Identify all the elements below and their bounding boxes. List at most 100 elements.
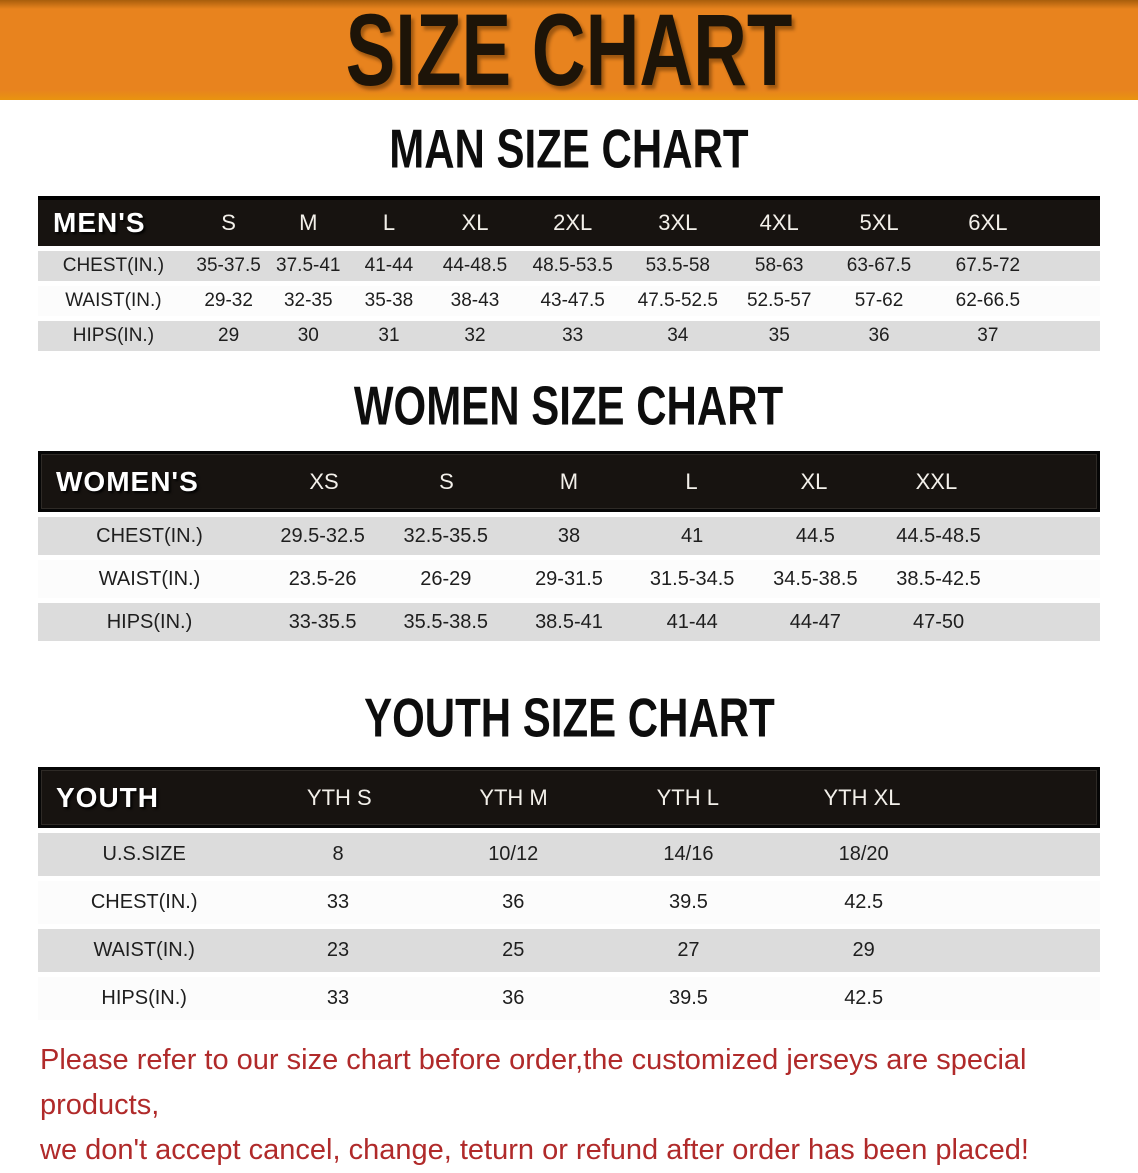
women-size-table: WOMEN'S XS S M L XL XXL CHEST(IN.) 29.5-32.5 32.5… bbox=[38, 451, 1100, 641]
table-row: WAIST(IN.) 23 25 27 29 bbox=[38, 929, 1100, 972]
table-header-row: MEN'S S M L XL 2XL 3XL 4XL 5XL 6XL bbox=[38, 196, 1100, 246]
size-value-cell: 38.5-42.5 bbox=[896, 567, 981, 590]
size-value-cell: 25 bbox=[502, 939, 525, 961]
table-row: WAIST(IN.) 29-32 32-35 35-38 38-43 43-47.5 47.… bbox=[38, 286, 1100, 316]
size-value-cell: 18/20 bbox=[838, 843, 889, 865]
size-column-header: M bbox=[299, 210, 318, 235]
size-value-cell: 44-47 bbox=[789, 610, 841, 633]
size-value-cell: 34.5-38.5 bbox=[773, 567, 858, 590]
size-value-cell: 38 bbox=[557, 524, 581, 547]
size-column-header: YTH L bbox=[656, 784, 719, 810]
size-column-header: XXL bbox=[915, 468, 958, 494]
size-column-header: 3XL bbox=[658, 210, 698, 235]
size-value-cell: 42.5 bbox=[844, 987, 884, 1009]
row-label: CHEST(IN.) bbox=[62, 255, 165, 276]
size-value-cell: 44.5 bbox=[795, 524, 835, 547]
row-label: HIPS(IN.) bbox=[72, 325, 155, 346]
size-value-cell: 23.5-26 bbox=[288, 567, 357, 590]
size-value-cell: 41-44 bbox=[364, 255, 414, 276]
table-row: WAIST(IN.) 23.5-26 26-29 29-31.5 31.5-34.5 34… bbox=[38, 560, 1100, 598]
size-value-cell: 32.5-35.5 bbox=[403, 524, 489, 547]
size-value-cell: 33-35.5 bbox=[288, 610, 357, 633]
size-value-cell: 37 bbox=[977, 325, 999, 346]
size-value-cell: 63-67.5 bbox=[846, 255, 912, 276]
row-label: HIPS(IN.) bbox=[106, 610, 193, 633]
size-value-cell: 29.5-32.5 bbox=[280, 524, 365, 547]
disclaimer-line-1: Please refer to our size chart before or… bbox=[40, 1044, 1027, 1121]
youth-size-table: YOUTH YTH S YTH M YTH L YTH XL U.S.SIZE 8 10/12… bbox=[38, 767, 1100, 1020]
size-value-cell: 47-50 bbox=[912, 610, 965, 633]
size-value-cell: 35-38 bbox=[364, 290, 414, 311]
table-corner-label: YOUTH bbox=[56, 781, 159, 813]
women-heading: WOMEN SIZE CHART bbox=[0, 375, 1138, 437]
row-label: WAIST(IN.) bbox=[98, 567, 201, 590]
size-value-cell: 36 bbox=[868, 325, 890, 346]
row-label: U.S.SIZE bbox=[102, 843, 186, 865]
table-corner-label: MEN'S bbox=[53, 207, 146, 238]
size-value-cell: 32 bbox=[464, 325, 486, 346]
size-value-cell: 10/12 bbox=[488, 843, 539, 865]
size-value-cell: 34 bbox=[667, 325, 689, 346]
size-value-cell: 29-31.5 bbox=[535, 567, 603, 590]
size-value-cell: 57-62 bbox=[854, 290, 904, 311]
size-column-header: L bbox=[685, 468, 698, 494]
size-value-cell: 37.5-41 bbox=[276, 255, 341, 276]
table-corner-label: WOMEN'S bbox=[56, 465, 199, 497]
size-value-cell: 44.5-48.5 bbox=[896, 524, 981, 547]
size-column-header: L bbox=[382, 210, 396, 235]
banner: SIZE CHART bbox=[0, 0, 1138, 100]
size-value-cell: 48.5-53.5 bbox=[532, 255, 613, 276]
table-row: CHEST(IN.) 35-37.5 37.5-41 41-44 44-48.5 48.5… bbox=[38, 251, 1100, 281]
size-value-cell: 39.5 bbox=[668, 891, 708, 913]
size-value-cell: 36 bbox=[502, 891, 525, 913]
size-value-cell: 41-44 bbox=[666, 610, 718, 633]
size-value-cell: 42.5 bbox=[844, 891, 884, 913]
size-value-cell: 31 bbox=[378, 325, 400, 346]
size-value-cell: 47.5-52.5 bbox=[637, 290, 718, 311]
size-value-cell: 33 bbox=[562, 325, 584, 346]
size-column-header: 4XL bbox=[759, 210, 799, 235]
size-value-cell: 38-43 bbox=[450, 290, 500, 311]
table-header-row: YOUTH YTH S YTH M YTH L YTH XL bbox=[38, 767, 1100, 828]
size-column-header: YTH XL bbox=[823, 784, 901, 810]
table-row: HIPS(IN.) 33 36 39.5 42.5 bbox=[38, 977, 1100, 1020]
size-value-cell: 36 bbox=[502, 987, 525, 1009]
size-value-cell: 32-35 bbox=[283, 290, 333, 311]
youth-section: YOUTH SIZE CHART YOUTH YTH S YTH M YTH L YTH… bbox=[0, 687, 1138, 1020]
size-column-header: S bbox=[221, 210, 236, 235]
size-value-cell: 67.5-72 bbox=[955, 255, 1021, 276]
size-value-cell: 39.5 bbox=[668, 987, 708, 1009]
size-value-cell: 26-29 bbox=[420, 567, 472, 590]
size-value-cell: 41 bbox=[681, 524, 704, 547]
table-row: CHEST(IN.) 29.5-32.5 32.5-35.5 38 41 44.5 44.5… bbox=[38, 517, 1100, 555]
table-row: U.S.SIZE 8 10/12 14/16 18/20 bbox=[38, 833, 1100, 876]
table-row: HIPS(IN.) 29 30 31 32 33 34 35 36 37 bbox=[38, 321, 1100, 351]
size-value-cell: 62-66.5 bbox=[955, 290, 1021, 311]
size-value-cell: 33 bbox=[326, 987, 350, 1009]
size-value-cell: 23 bbox=[326, 939, 350, 961]
size-column-header: 6XL bbox=[968, 210, 1008, 235]
women-heading-text: WOMEN SIZE CHART bbox=[354, 375, 784, 437]
size-value-cell: 35 bbox=[768, 325, 790, 346]
size-value-cell: 52.5-57 bbox=[746, 290, 812, 311]
men-section: MAN SIZE CHART MEN'S S M L XL 2XL 3XL 4XL 5XL 6XL… bbox=[0, 118, 1138, 351]
table-header-row: WOMEN'S XS S M L XL XXL bbox=[38, 451, 1100, 512]
size-value-cell: 29 bbox=[852, 939, 875, 961]
row-label: HIPS(IN.) bbox=[101, 987, 187, 1009]
size-value-cell: 35-37.5 bbox=[196, 255, 261, 276]
size-value-cell: 43-47.5 bbox=[540, 290, 605, 311]
youth-heading: YOUTH SIZE CHART bbox=[0, 687, 1138, 749]
size-value-cell: 8 bbox=[332, 843, 344, 865]
size-column-header: YTH S bbox=[306, 784, 372, 810]
table-row: CHEST(IN.) 33 36 39.5 42.5 bbox=[38, 881, 1100, 924]
disclaimer: Please refer to our size chart before or… bbox=[40, 1038, 1108, 1173]
size-value-cell: 14/16 bbox=[663, 843, 714, 865]
men-heading-text: MAN SIZE CHART bbox=[389, 118, 749, 180]
size-value-cell: 58-63 bbox=[754, 255, 804, 276]
row-label: CHEST(IN.) bbox=[96, 524, 203, 547]
size-value-cell: 29 bbox=[218, 325, 240, 346]
size-column-header: XS bbox=[309, 468, 339, 494]
size-column-header: YTH M bbox=[479, 784, 548, 810]
size-column-header: XL bbox=[800, 468, 828, 494]
